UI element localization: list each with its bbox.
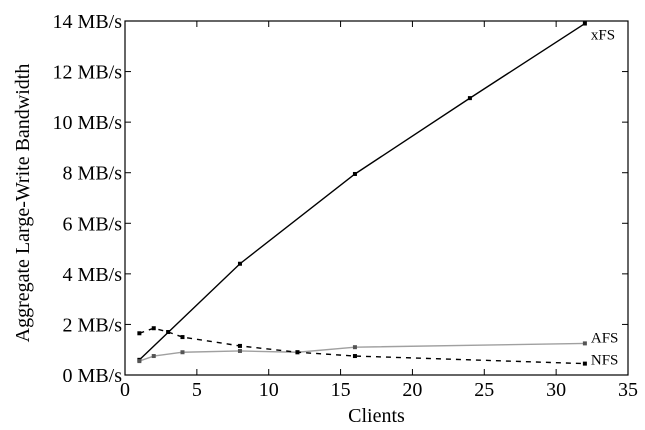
series-label-afs: AFS <box>591 330 619 346</box>
series-line-afs <box>139 342 585 362</box>
x-tick-label: 10 <box>259 379 279 401</box>
y-tick-label: 14 MB/s <box>53 11 123 33</box>
point-nfs <box>137 331 142 336</box>
x-tick-label: 25 <box>474 379 494 401</box>
y-axis-title: Aggregate Large-Write Bandwidth <box>12 64 34 343</box>
x-tick-label: 20 <box>402 379 422 401</box>
point-afs <box>137 359 142 364</box>
x-axis-title: Clients <box>348 405 405 427</box>
point-afs <box>151 354 156 359</box>
y-tick-label: 0 MB/s <box>63 365 123 387</box>
point-nfs <box>180 335 185 340</box>
point-afs <box>237 348 242 353</box>
series-label-xfs: xFS <box>591 28 615 44</box>
point-afs <box>582 341 587 346</box>
x-tick-label: 5 <box>192 379 202 401</box>
y-tick-label: 6 MB/s <box>63 213 123 235</box>
point-xfs <box>582 21 587 26</box>
x-tick-label: 30 <box>546 379 566 401</box>
y-tick-label: 12 MB/s <box>53 62 123 84</box>
point-afs <box>352 345 357 350</box>
point-xfs <box>352 171 357 176</box>
y-tick-label: 10 MB/s <box>53 112 123 134</box>
point-nfs <box>352 354 357 359</box>
x-tick-label: 35 <box>618 379 638 401</box>
plot-frame <box>124 20 629 376</box>
y-tick-label: 2 MB/s <box>63 314 123 336</box>
point-nfs <box>151 326 156 331</box>
y-tick-label: 4 MB/s <box>63 264 123 286</box>
point-xfs <box>467 96 472 101</box>
point-nfs <box>582 361 587 366</box>
x-tick-label: 0 <box>120 379 130 401</box>
point-afs <box>180 350 185 355</box>
axes: 0 5 10 15 20 25 30 35 0 MB/s 2 MB/s 4 MB/s 6 MB/s 8 … <box>53 11 638 401</box>
series-line-xfs <box>138 22 586 361</box>
point-xfs <box>237 261 242 266</box>
y-tick-label: 8 MB/s <box>63 163 123 185</box>
series-label-nfs: NFS <box>591 353 619 369</box>
point-nfs <box>295 350 300 355</box>
point-nfs <box>166 330 171 335</box>
x-tick-label: 15 <box>331 379 351 401</box>
point-nfs <box>237 343 242 348</box>
series-layer <box>137 21 587 366</box>
labels-layer: xFS AFS NFS <box>591 28 619 369</box>
series-line-nfs <box>139 327 585 365</box>
